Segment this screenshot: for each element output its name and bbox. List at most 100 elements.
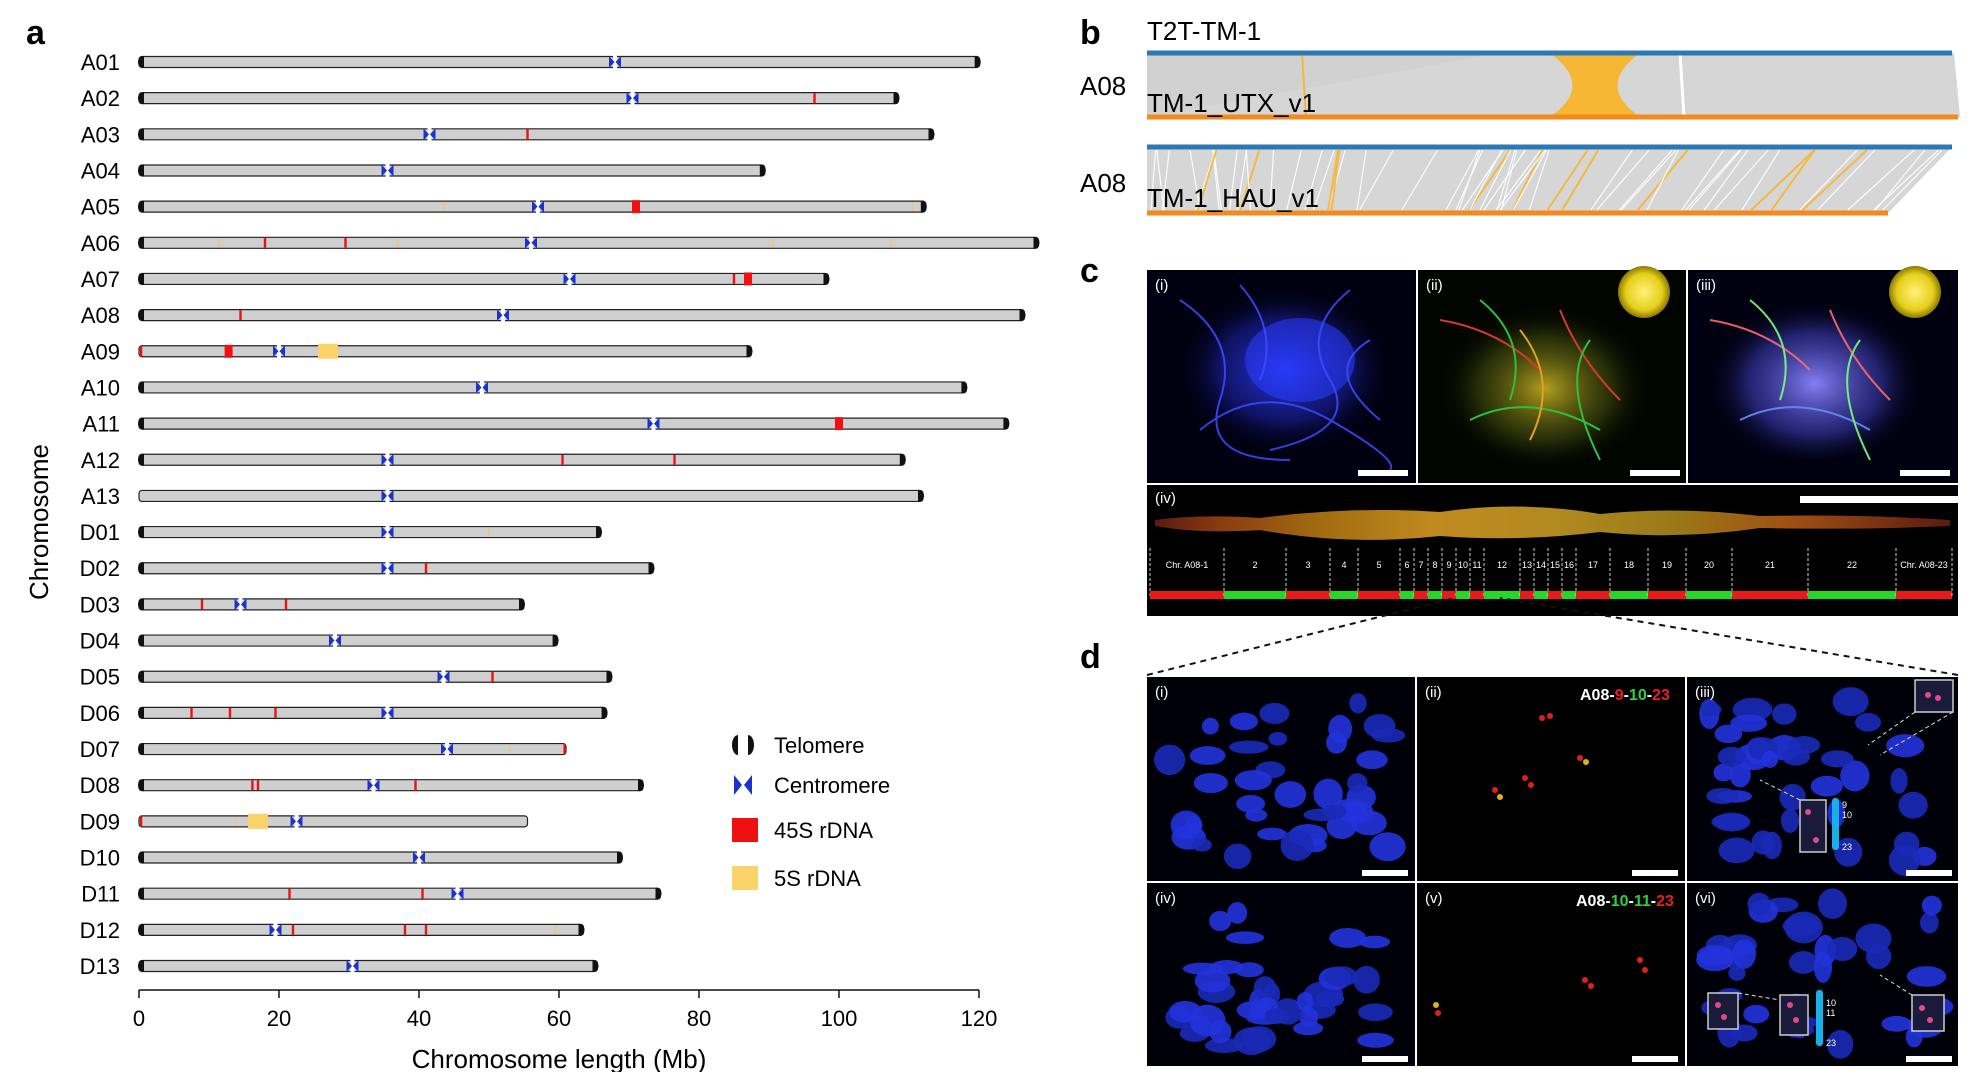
synteny-line — [1500, 149, 1518, 211]
chromosome-blob — [1326, 731, 1347, 754]
chromosome-label: D09 — [80, 809, 120, 834]
telomere-icon — [617, 851, 623, 864]
chromosome-blob — [1189, 746, 1226, 765]
chromosome-label: D13 — [80, 954, 120, 979]
chromosome-blob — [1349, 693, 1367, 714]
rdna45-mark — [288, 888, 291, 899]
chromosome-bar — [138, 670, 613, 683]
chromosome-label: D11 — [81, 882, 120, 907]
synteny-line — [1620, 149, 1677, 211]
telomere-icon — [748, 735, 754, 755]
synteny-line — [1646, 149, 1679, 211]
scale-bar — [1362, 870, 1408, 876]
segment-color-bar — [1896, 591, 1952, 599]
chromosome-blob — [1322, 804, 1347, 819]
segment-color-bar — [1428, 591, 1442, 599]
synteny-line — [1817, 149, 1876, 211]
sv-line — [1301, 52, 1307, 118]
synteny-line — [1236, 149, 1248, 211]
x-tick-label: 100 — [821, 1006, 858, 1031]
chromosome-blob — [1293, 1021, 1324, 1036]
x-tick-label: 120 — [961, 1006, 998, 1031]
telomere-icon — [596, 526, 602, 539]
centromere-icon — [647, 417, 660, 430]
telomere-icon — [138, 164, 144, 177]
rdna45-mark — [491, 671, 494, 682]
telomere-icon — [138, 960, 144, 972]
rdna45-mark — [200, 599, 204, 610]
centromere-gap — [385, 525, 390, 539]
sublabel-c-iv: (iv) — [1155, 490, 1176, 507]
chromosome-bar — [138, 525, 602, 539]
rdna45-block — [632, 200, 640, 214]
chromosome-bar — [138, 779, 644, 792]
panel-letter-c: c — [1080, 252, 1099, 290]
synteny-line — [1213, 149, 1222, 211]
chromosome-blob — [1324, 966, 1358, 987]
chromosome-blob — [1227, 902, 1248, 924]
rdna45-mark — [421, 888, 424, 899]
chromosome-blob — [1223, 843, 1252, 870]
chromosome-blob — [1256, 827, 1287, 841]
synteny-line — [1681, 149, 1725, 211]
synteny-line — [1847, 149, 1915, 211]
telomere-icon — [592, 960, 599, 972]
rdna45-mark — [673, 454, 676, 465]
chromosome-blob — [1371, 728, 1406, 743]
fish-signal — [1435, 295, 1655, 465]
synteny-line — [1245, 149, 1252, 211]
centromere-gap — [350, 959, 355, 973]
chromosome-label: A13 — [81, 484, 120, 509]
telomere-icon — [974, 56, 981, 68]
segment-label: 14 — [1536, 560, 1546, 570]
rdna45-mark — [414, 780, 417, 791]
chromosome-D10: D10 — [80, 846, 623, 871]
synteny-utx: TM-1_UTX_v1 — [1147, 50, 1960, 120]
segment-color-bar — [1400, 591, 1414, 599]
telomere-icon — [138, 236, 144, 249]
chromosome-blob — [1225, 931, 1265, 945]
chromosome-D09: D09 — [80, 809, 529, 834]
scale-bar — [1358, 470, 1408, 476]
inset-box — [1914, 679, 1954, 713]
segment-label: 17 — [1588, 560, 1598, 570]
chromosome-blob — [1353, 965, 1380, 994]
chromosome-bar — [138, 634, 559, 647]
synteny-line — [1195, 149, 1217, 211]
chromosome-blob — [1338, 800, 1374, 824]
micrograph-d-iii: 9 10 23 (iii) — [1687, 677, 1958, 881]
centromere-gap — [480, 380, 484, 394]
chromosome-blob — [1747, 892, 1771, 916]
chromosome-blob — [1236, 794, 1266, 813]
synteny-line — [1455, 149, 1484, 211]
chromosome-blob — [1253, 976, 1277, 1001]
rdna5-mark — [397, 238, 399, 248]
segment-color-bar — [1456, 591, 1470, 599]
centromere-gap — [529, 236, 533, 250]
x-tick-label: 80 — [687, 1006, 711, 1031]
chromosome-blob — [1201, 717, 1219, 735]
chromosome-blob — [1233, 1027, 1270, 1056]
rdna45-mark — [403, 924, 407, 935]
segment-color-bar — [1610, 591, 1648, 599]
chromosome-blob — [1204, 1038, 1244, 1054]
synteny-line — [1875, 149, 1926, 211]
chromosome-blob — [1743, 1004, 1770, 1024]
chromosome-blob — [1834, 837, 1863, 867]
chromosome-blob — [1296, 992, 1314, 1012]
rdna45-mark — [424, 924, 428, 935]
telomere-icon — [899, 453, 906, 466]
synteny-line — [1770, 149, 1816, 211]
segment-color-bar — [1224, 591, 1286, 599]
centromere-icon — [290, 815, 303, 828]
centromere-gap — [501, 308, 505, 322]
chromosome-blob — [1268, 732, 1288, 746]
panel-letter-a: a — [26, 14, 46, 52]
telomere-icon — [138, 92, 144, 105]
synteny-line — [1799, 149, 1858, 211]
synteny-line — [1286, 149, 1302, 211]
chromosome-D07: D07 — [80, 737, 567, 762]
centromere-gap — [630, 91, 635, 105]
chromosome-label: D05 — [80, 665, 120, 690]
rdna45-block — [835, 417, 843, 431]
